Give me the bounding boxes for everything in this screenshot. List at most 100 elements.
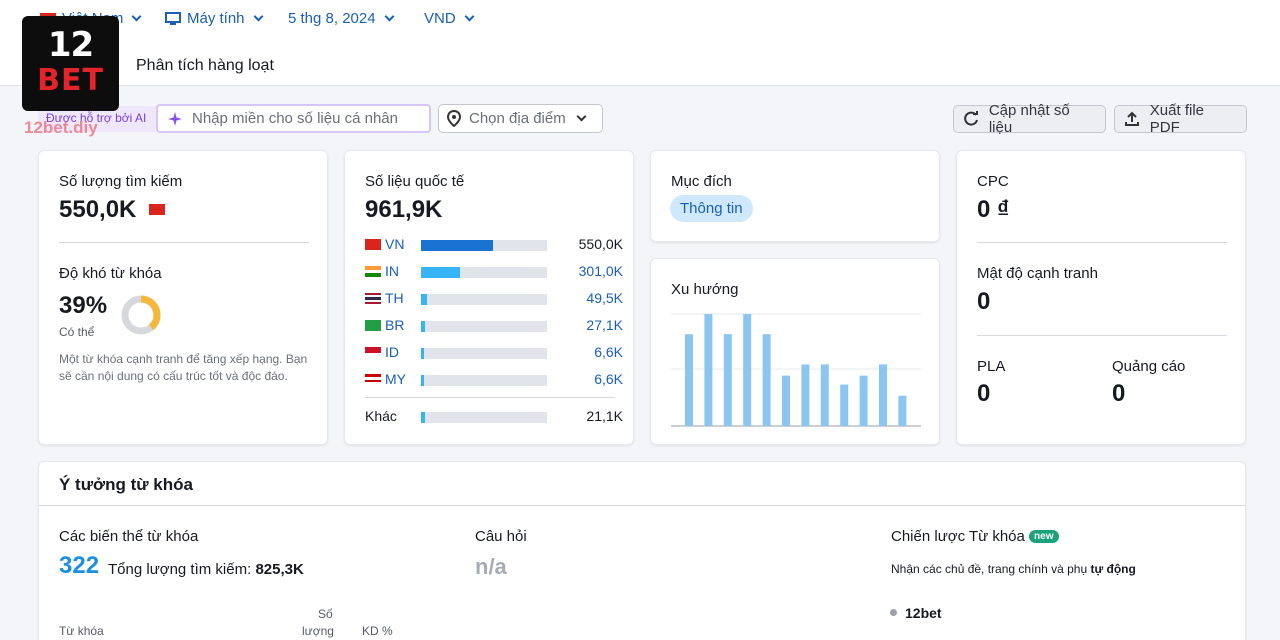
total-value: 825,3K: [255, 561, 304, 578]
global-title: Số liệu quốc tế: [365, 173, 465, 190]
12bet-logo: 12 BET: [22, 16, 119, 111]
cpc-label: CPC: [977, 173, 1009, 190]
volume-value: 550,0K: [59, 196, 137, 223]
trend-bar: [840, 384, 849, 426]
divider: [977, 335, 1227, 336]
country-code: ID: [385, 344, 399, 360]
chevron-down-icon: [576, 111, 587, 122]
date-label: 5 thg 8, 2024: [288, 10, 376, 27]
refresh-data-button[interactable]: Cập nhật số liệu: [953, 102, 1106, 136]
variants-label: Các biến thể từ khóa: [59, 528, 199, 545]
divider: [977, 242, 1227, 243]
country-bar-fill: [421, 412, 425, 423]
country-row-other: Khác 21,1K: [363, 408, 623, 424]
strategy-label-row: Chiến lược Từ khóa new: [891, 528, 1059, 545]
divider: [59, 242, 309, 243]
variants-count-link[interactable]: 322: [59, 552, 100, 579]
trend-bar: [685, 334, 693, 426]
device-label: Máy tính: [187, 10, 245, 27]
refresh-label: Cập nhật số liệu: [988, 102, 1070, 136]
country-value: 301,0K: [578, 263, 623, 279]
device-filter[interactable]: Máy tính: [165, 10, 263, 27]
th-flag-icon: [365, 293, 381, 304]
logo-line-2: BET: [37, 63, 104, 98]
tab-bulk-analysis[interactable]: Phân tích hàng loạt: [136, 57, 274, 74]
kd-title: Độ khó từ khóa: [59, 265, 162, 282]
vietnam-flag-icon: [149, 204, 165, 215]
country-bar-track: [421, 412, 547, 423]
country-row-in[interactable]: IN 301,0K: [363, 263, 623, 279]
export-pdf-button[interactable]: Xuất file PDF: [1114, 102, 1247, 136]
country-code: TH: [385, 290, 404, 306]
strategy-item[interactable]: 12bet: [905, 605, 942, 621]
country-value: 550,0K: [578, 236, 623, 252]
country-value: 6,6K: [594, 371, 623, 387]
intent-title: Mục đích: [671, 173, 732, 190]
currency-label: VND: [424, 10, 456, 27]
currency-filter[interactable]: VND: [424, 10, 475, 27]
country-bar-fill: [421, 267, 461, 278]
country-value: 6,6K: [594, 344, 623, 360]
other-value: 21,1K: [586, 408, 623, 424]
trend-bar: [743, 314, 752, 426]
questions-label: Câu hỏi: [475, 528, 527, 545]
divider: [39, 505, 1245, 506]
trend-bar: [820, 364, 829, 426]
global-value: 961,9K: [365, 196, 443, 223]
ads-value: 0: [1112, 380, 1126, 407]
personal-domain-input[interactable]: Nhập miền cho số liệu cá nhân: [156, 104, 431, 133]
country-row-my[interactable]: MY 6,6K: [363, 371, 623, 387]
trend-bar: [762, 334, 771, 426]
keyword-ideas-card: Ý tưởng từ khóa Các biến thể từ khóa 322…: [38, 461, 1246, 640]
intent-badge: Thông tin: [670, 195, 753, 222]
my-flag-icon: [365, 374, 381, 385]
monitor-icon: [165, 11, 181, 25]
global-volume-card: Số liệu quốc tế 961,9K VN 550,0K IN 301,0K T…: [344, 150, 634, 445]
trend-bar: [723, 334, 732, 426]
col-keyword: Từ khóa: [59, 624, 104, 638]
col-kd: KD %: [362, 624, 393, 638]
chevron-down-icon: [384, 11, 395, 22]
intent-card: Mục đích Thông tin: [650, 150, 940, 242]
country-value: 49,5K: [586, 290, 623, 306]
country-row-vn[interactable]: VN 550,0K: [363, 236, 623, 252]
country-code: IN: [385, 263, 399, 279]
chevron-down-icon: [464, 11, 475, 22]
vn-flag-icon: [365, 239, 381, 250]
date-filter[interactable]: 5 thg 8, 2024: [288, 10, 395, 27]
trend-bar: [898, 395, 907, 426]
total-volume: Tổng lượng tìm kiếm: 825,3K: [108, 561, 304, 578]
country-bar-track: [421, 375, 547, 386]
divider: [365, 397, 615, 398]
country-code: VN: [385, 236, 405, 252]
domain-input-placeholder: Nhập miền cho số liệu cá nhân: [192, 110, 398, 127]
location-select[interactable]: Chọn địa điểm: [438, 104, 603, 133]
country-row-br[interactable]: BR 27,1K: [363, 317, 623, 333]
country-bar-fill: [421, 294, 428, 305]
country-code: BR: [385, 317, 405, 333]
trend-chart: [671, 313, 921, 427]
other-label: Khác: [365, 408, 397, 424]
volume-title: Số lượng tìm kiếm: [59, 173, 183, 190]
country-row-th[interactable]: TH 49,5K: [363, 290, 623, 306]
location-placeholder: Chọn địa điểm: [469, 110, 566, 127]
strategy-desc-bold: tự động: [1090, 562, 1136, 576]
tree-node-icon: [890, 609, 897, 616]
questions-value: n/a: [475, 554, 507, 579]
chevron-down-icon: [131, 11, 142, 22]
refresh-icon: [964, 111, 978, 126]
cpc-card: CPC 0 ₫ Mật độ cạnh tranh 0 PLA 0 Quảng …: [956, 150, 1246, 445]
density-label: Mật độ cạnh tranh: [977, 265, 1098, 282]
sparkle-icon: [168, 111, 182, 126]
trend-bar: [859, 375, 868, 426]
country-row-id[interactable]: ID 6,6K: [363, 344, 623, 360]
new-badge: new: [1029, 530, 1059, 543]
total-label: Tổng lượng tìm kiếm:: [108, 561, 252, 578]
in-flag-icon: [365, 266, 381, 277]
density-value: 0: [977, 288, 991, 315]
country-bar-fill: [421, 321, 425, 332]
strategy-desc-prefix: Nhận các chủ đề, trang chính và phụ: [891, 562, 1091, 576]
country-bar-track: [421, 321, 547, 332]
trend-bar: [801, 364, 810, 426]
kd-description: Một từ khóa cạnh tranh để tăng xếp hạng.…: [59, 352, 308, 383]
